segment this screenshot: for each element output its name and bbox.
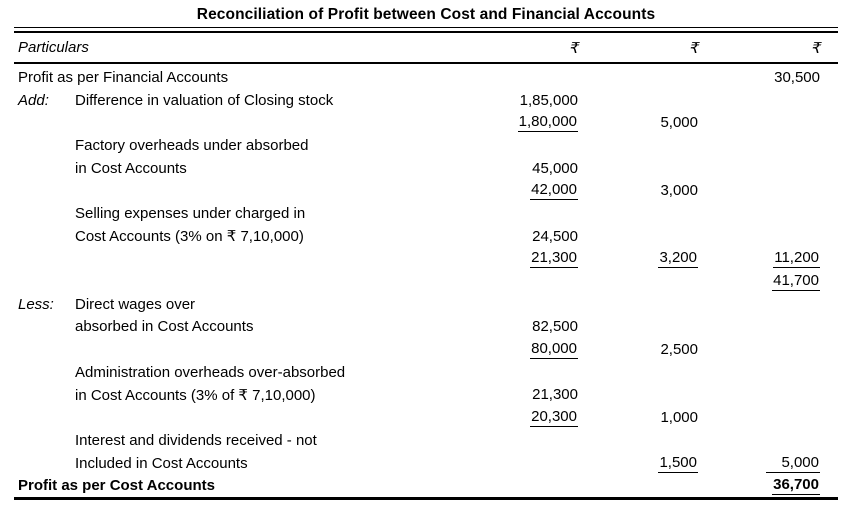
amount-value: 5,000 xyxy=(766,454,820,473)
amount-value: 5,000 xyxy=(660,114,698,132)
amount-cell-1: 20,300 xyxy=(458,408,578,428)
particulars-cell: Cost Accounts (3% on ₹ 7,10,000) xyxy=(75,228,304,246)
amount-value: 3,000 xyxy=(660,182,698,200)
amount-cell-3: 11,200 xyxy=(698,249,838,269)
amount-value: 1,500 xyxy=(658,453,698,473)
table-row: 1,80,000 5,000 xyxy=(14,111,838,134)
table-row: 41,700 xyxy=(14,270,838,293)
amount-cell-1: 82,500 xyxy=(458,318,578,335)
amount-value: 45,000 xyxy=(532,159,578,177)
amount-value: 42,000 xyxy=(530,181,578,201)
amount-value: 21,300 xyxy=(530,249,578,269)
statement-table: Particulars ₹ ₹ ₹ Profit as per Financia… xyxy=(14,27,838,501)
table-row: 80,000 2,500 xyxy=(14,338,838,361)
amount-cell-2: 3,200 xyxy=(578,249,698,269)
particulars-column-header: Particulars xyxy=(18,39,89,56)
amount-cell-1: 42,000 xyxy=(458,181,578,201)
amount-column-header-1: ₹ xyxy=(568,39,578,57)
table-row: 42,000 3,000 xyxy=(14,179,838,202)
table-row: Interest and dividends received - not xyxy=(14,429,838,452)
particulars-cell: Administration overheads over-absorbed xyxy=(75,363,346,381)
table-row: in Cost Accounts 45,000 xyxy=(14,157,838,180)
amount-cell-2: 1,000 xyxy=(578,409,698,426)
amount-cell-3: 36,700 xyxy=(698,476,838,496)
particulars-cell: Profit as per Cost Accounts xyxy=(18,477,215,495)
particulars-cell: Interest and dividends received - not xyxy=(75,431,317,449)
amount-value: 1,80,000 xyxy=(517,113,578,133)
amount-column-header-3: ₹ xyxy=(810,39,820,57)
amount-value: 1,000 xyxy=(660,409,698,427)
particulars-cell: in Cost Accounts xyxy=(75,159,187,177)
particulars-cell: Selling expenses under charged in xyxy=(75,204,306,222)
amount-cell-3: 5,000 xyxy=(698,454,838,473)
table-row: Included in Cost Accounts 1,500 5,000 xyxy=(14,452,838,475)
table-row: Profit as per Financial Accounts 30,500 xyxy=(14,66,838,89)
amount-value: 41,700 xyxy=(772,272,820,292)
amount-cell-1: 21,300 xyxy=(458,386,578,403)
table-row: Factory overheads under absorbed xyxy=(14,134,838,157)
particulars-cell: Profit as per Financial Accounts xyxy=(18,68,229,86)
particulars-cell: absorbed in Cost Accounts xyxy=(75,318,254,336)
amount-cell-1: 1,85,000 xyxy=(458,92,578,109)
amount-cell-3: 30,500 xyxy=(698,69,838,86)
header-rule xyxy=(14,62,838,64)
amount-cell-1: 45,000 xyxy=(458,160,578,177)
amount-cell-2: 1,500 xyxy=(578,454,698,473)
amount-cell-2: 3,000 xyxy=(578,182,698,199)
particulars-cell: Included in Cost Accounts xyxy=(75,454,248,472)
table-row: 20,300 1,000 xyxy=(14,406,838,429)
amount-value: 21,300 xyxy=(532,386,578,404)
amount-value: 82,500 xyxy=(532,318,578,336)
table-body: Profit as per Financial Accounts 30,500 Ad… xyxy=(14,64,838,497)
table-row: 21,300 3,200 11,200 xyxy=(14,248,838,271)
amount-value: 30,500 xyxy=(774,68,820,86)
bottom-rule xyxy=(14,497,838,501)
particulars-cell: Direct wages over xyxy=(75,295,196,313)
amount-cell-2: 5,000 xyxy=(578,114,698,131)
row-prefix: Less: xyxy=(18,295,54,313)
page-title: Reconciliation of Profit between Cost an… xyxy=(196,6,656,23)
table-row: Add: Difference in valuation of Closing s… xyxy=(14,89,838,112)
amount-cell-1: 24,500 xyxy=(458,228,578,245)
amount-value: 2,500 xyxy=(660,341,698,359)
amount-value: 80,000 xyxy=(530,340,578,360)
amount-value: 20,300 xyxy=(530,408,578,428)
amount-value: 36,700 xyxy=(772,476,820,496)
amount-cell-1: 1,80,000 xyxy=(458,113,578,133)
table-header-row: Particulars ₹ ₹ ₹ xyxy=(14,33,838,62)
amount-cell-2: 2,500 xyxy=(578,341,698,358)
table-row: Cost Accounts (3% on ₹ 7,10,000) 24,500 xyxy=(14,225,838,248)
amount-cell-3: 41,700 xyxy=(698,272,838,292)
amount-column-header-2: ₹ xyxy=(688,39,698,57)
amount-value: 3,200 xyxy=(658,249,698,269)
amount-value: 24,500 xyxy=(532,227,578,245)
amount-cell-1: 80,000 xyxy=(458,340,578,360)
particulars-cell: Difference in valuation of Closing stock xyxy=(75,91,334,109)
amount-cell-1: 21,300 xyxy=(458,249,578,269)
particulars-cell: in Cost Accounts (3% of ₹ 7,10,000) xyxy=(75,386,316,404)
table-row: absorbed in Cost Accounts 82,500 xyxy=(14,316,838,339)
amount-value: 1,85,000 xyxy=(519,91,578,109)
row-prefix: Add: xyxy=(18,91,49,109)
table-row: Less: Direct wages over xyxy=(14,293,838,316)
top-double-rule xyxy=(14,27,838,33)
table-row: in Cost Accounts (3% of ₹ 7,10,000) 21,30… xyxy=(14,384,838,407)
table-row: Administration overheads over-absorbed xyxy=(14,361,838,384)
table-row: Profit as per Cost Accounts 36,700 xyxy=(14,474,838,497)
particulars-cell: Factory overheads under absorbed xyxy=(75,136,309,154)
amount-value: 11,200 xyxy=(773,249,820,269)
table-row: Selling expenses under charged in xyxy=(14,202,838,225)
